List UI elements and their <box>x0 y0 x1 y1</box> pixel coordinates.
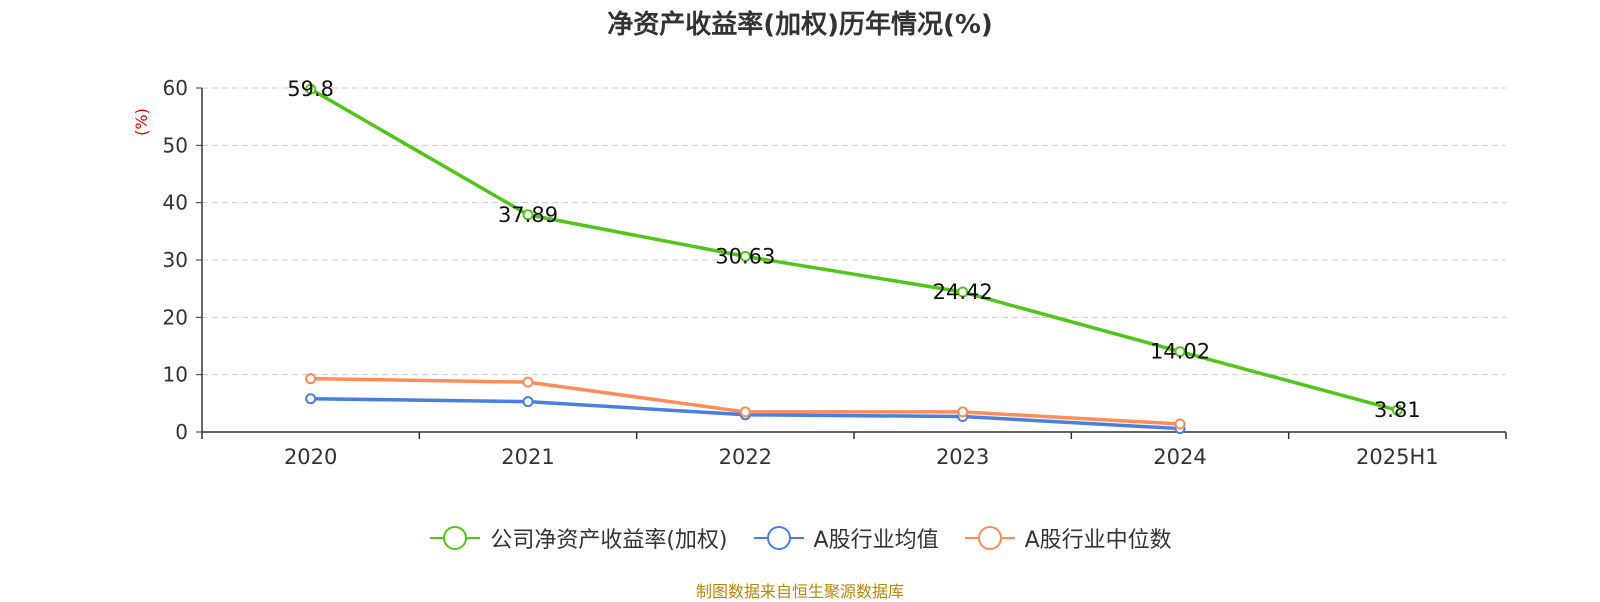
y-tick-label: 50 <box>163 133 188 157</box>
data-label: 14.02 <box>1150 340 1210 364</box>
legend-label: 公司净资产收益率(加权) <box>490 528 728 553</box>
data-label: 37.89 <box>498 203 558 227</box>
data-point <box>522 376 534 388</box>
x-tick-label: 2025H1 <box>1356 445 1439 469</box>
data-label: 3.81 <box>1374 398 1421 422</box>
x-tick-label: 2021 <box>501 445 554 469</box>
legend-swatch-icon <box>964 526 1015 550</box>
data-point <box>739 406 751 418</box>
legend-label: A股行业均值 <box>813 528 939 553</box>
y-tick-label: 40 <box>163 191 188 215</box>
y-tick-label: 10 <box>163 363 188 387</box>
legend-swatch-marker <box>977 526 1002 550</box>
y-tick-label: 60 <box>163 76 188 100</box>
data-labels: 59.8 37.89 30.63 24.42 14.02 3.81 <box>287 77 1420 422</box>
source-note: 制图数据来自恒生聚源数据库 <box>695 582 904 601</box>
data-point <box>305 373 317 385</box>
data-point <box>957 406 969 418</box>
data-point <box>305 393 317 405</box>
legend-item[interactable]: 公司净资产收益率(加权) <box>428 522 728 554</box>
legend-swatch-icon <box>753 526 804 550</box>
x-tick-label: 2022 <box>719 445 772 469</box>
y-axis-label: (%) <box>132 108 151 136</box>
x-tick-label: 2020 <box>284 445 337 469</box>
series-lines <box>305 83 1403 435</box>
axes: 0 10 20 30 40 50 60 2020 2021 2022 2023 2024 2025H1 (… <box>132 76 1507 469</box>
legend-item[interactable]: A股行业中位数 <box>963 522 1172 554</box>
grid-lines <box>202 87 1506 376</box>
legend-swatch-marker <box>766 526 791 550</box>
x-tick-label: 2024 <box>1153 445 1206 469</box>
data-point <box>957 286 969 298</box>
chart-title: 净资产收益率(加权)历年情况(%) <box>607 10 993 40</box>
y-tick-label: 0 <box>175 420 188 444</box>
legend-swatch-marker <box>443 526 468 550</box>
legend: 公司净资产收益率(加权) A股行业均值 A股行业中位数 <box>0 522 1600 554</box>
series-line <box>309 87 1398 412</box>
y-tick-label: 30 <box>163 248 188 272</box>
data-point <box>1174 418 1186 430</box>
data-point <box>739 250 751 262</box>
data-label: 30.63 <box>715 244 775 268</box>
data-point <box>1174 346 1186 358</box>
data-label: 24.42 <box>933 280 993 304</box>
data-point <box>522 209 534 221</box>
data-point <box>305 83 317 95</box>
y-tick-label: 20 <box>163 305 188 329</box>
legend-label: A股行业中位数 <box>1024 528 1172 553</box>
data-point <box>1391 404 1403 416</box>
data-point <box>522 396 534 408</box>
legend-item[interactable]: A股行业均值 <box>752 522 939 554</box>
legend-swatch-icon <box>430 526 481 550</box>
data-label: 59.8 <box>287 77 334 101</box>
x-tick-label: 2023 <box>936 445 989 469</box>
